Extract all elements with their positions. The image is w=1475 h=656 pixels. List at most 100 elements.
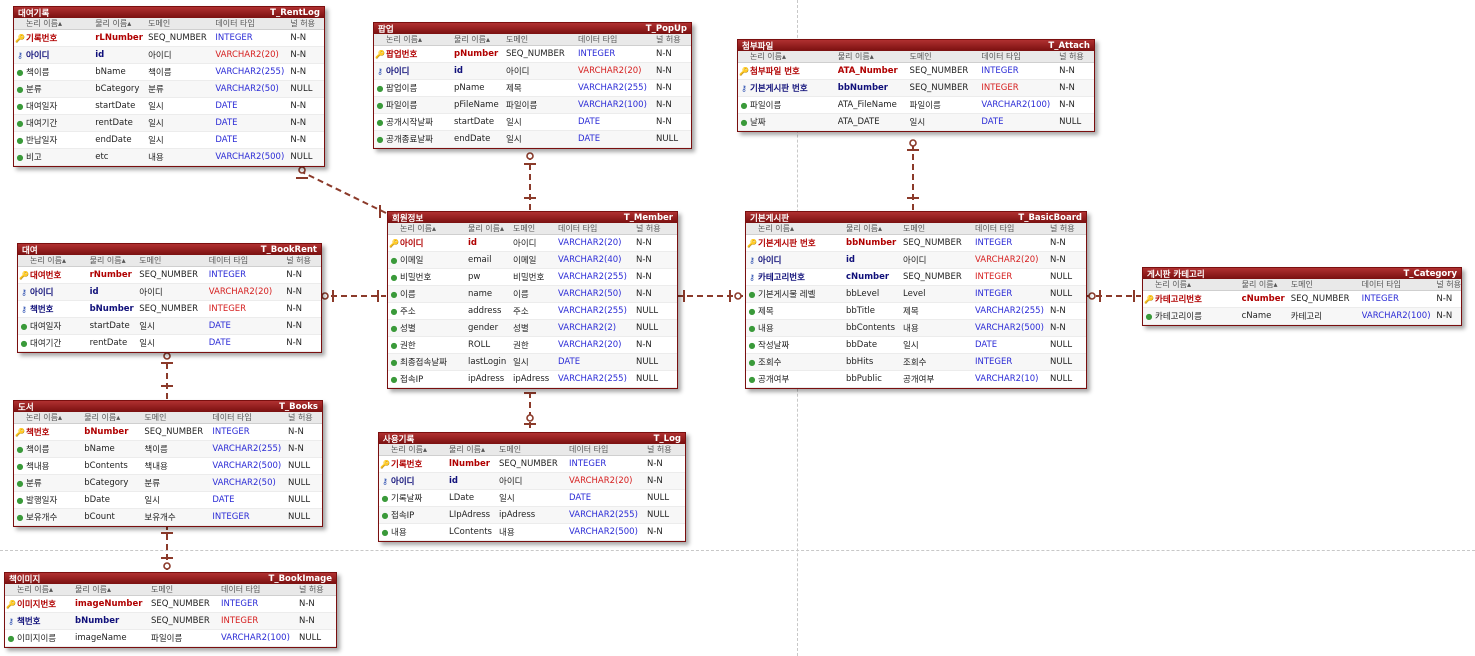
- attribute-row[interactable]: ⚷ 아이디 id 아이디 VARCHAR2(20) N-N: [746, 252, 1086, 269]
- attribute-row[interactable]: ● 기록날짜 LDate 일시 DATE NULL: [379, 490, 685, 507]
- entity-header[interactable]: 사용기록 T_Log: [379, 433, 685, 444]
- attribute-row[interactable]: ● 공개여부 bbPublic 공개여부 VARCHAR2(10) NULL: [746, 371, 1086, 388]
- attribute-row[interactable]: ● 대여일자 startDate 일시 DATE N-N: [14, 98, 324, 115]
- attribute-row[interactable]: ● 책내용 bContents 책내용 VARCHAR2(500) NULL: [14, 458, 322, 475]
- attribute-row[interactable]: ⚷ 책번호 bNumber SEQ_NUMBER INTEGER N-N: [5, 613, 336, 630]
- attribute-data-type: VARCHAR2(100): [578, 100, 647, 110]
- attribute-row[interactable]: 🔑 팝업번호 pNumber SEQ_NUMBER INTEGER N-N: [374, 46, 691, 63]
- attribute-row[interactable]: 🔑 기록번호 lNumber SEQ_NUMBER INTEGER N-N: [379, 456, 685, 473]
- column-header-logical: 논리 이름▴: [26, 413, 62, 422]
- entity-header[interactable]: 도서 T_Books: [14, 401, 322, 412]
- entity-books[interactable]: 도서 T_Books 논리 이름▴ 물리 이름▴ 도메인 데이터 타입 널 허용 🔑 책번호 bN…: [13, 400, 323, 527]
- attribute-row[interactable]: ● 성별 gender 성별 VARCHAR2(2) NULL: [388, 320, 677, 337]
- column-header-domain: 도메인: [909, 52, 932, 61]
- rel-member-rentlog[interactable]: [301, 171, 387, 214]
- attribute-row[interactable]: ● 접속IP LIpAdress ipAdress VARCHAR2(255) NULL: [379, 507, 685, 524]
- attribute-row[interactable]: ● 파일이름 ATA_FileName 파일이름 VARCHAR2(100) N-N: [738, 97, 1094, 114]
- attribute-row[interactable]: ● 접속IP ipAdress ipAdress VARCHAR2(255) NULL: [388, 371, 677, 388]
- entity-header[interactable]: 회원정보 T_Member: [388, 212, 677, 223]
- attribute-physical-name: bNumber: [84, 427, 129, 437]
- attribute-row[interactable]: ● 비밀번호 pw 비밀번호 VARCHAR2(255) N-N: [388, 269, 677, 286]
- attribute-row[interactable]: ● 책이름 bName 책이름 VARCHAR2(255) N-N: [14, 64, 324, 81]
- attribute-logical-name: 이름: [400, 290, 416, 300]
- attribute-nullable: N-N: [656, 49, 672, 59]
- attribute-row[interactable]: ● 팝업이름 pName 제목 VARCHAR2(255) N-N: [374, 80, 691, 97]
- attribute-row[interactable]: 🔑 아이디 id 아이디 VARCHAR2(20) N-N: [388, 235, 677, 252]
- entity-header[interactable]: 기본게시판 T_BasicBoard: [746, 212, 1086, 223]
- attribute-row[interactable]: ● 공개종료날짜 endDate 일시 DATE NULL: [374, 131, 691, 148]
- attribute-row[interactable]: 🔑 카테고리번호 cNumber SEQ_NUMBER INTEGER N-N: [1143, 291, 1461, 308]
- attribute-row[interactable]: ● 이메일 email 이메일 VARCHAR2(40) N-N: [388, 252, 677, 269]
- attribute-row[interactable]: ● 내용 bbContents 내용 VARCHAR2(500) N-N: [746, 320, 1086, 337]
- entity-header[interactable]: 팝업 T_PopUp: [374, 23, 691, 34]
- attribute-icon: ●: [376, 134, 384, 144]
- entity-rentlog[interactable]: 대여기록 T_RentLog 논리 이름▴ 물리 이름▴ 도메인 데이터 타입 널 허용 🔑 기…: [13, 6, 325, 167]
- attribute-physical-name: ROLL: [468, 340, 491, 350]
- attribute-row[interactable]: ● 이름 name 이름 VARCHAR2(50) N-N: [388, 286, 677, 303]
- entity-category[interactable]: 게시판 카테고리 T_Category 논리 이름▴ 물리 이름▴ 도메인 데이터 타입 널…: [1142, 267, 1462, 326]
- attribute-row[interactable]: ⚷ 아이디 id 아이디 VARCHAR2(20) N-N: [379, 473, 685, 490]
- attribute-row[interactable]: ● 이미지이름 imageName 파일이름 VARCHAR2(100) NULL: [5, 630, 336, 647]
- attribute-row[interactable]: ● 카테고리이름 cName 카테고리 VARCHAR2(100) N-N: [1143, 308, 1461, 325]
- entity-header[interactable]: 게시판 카테고리 T_Category: [1143, 268, 1461, 279]
- attribute-row[interactable]: ● 반납일자 endDate 일시 DATE N-N: [14, 132, 324, 149]
- entity-log[interactable]: 사용기록 T_Log 논리 이름▴ 물리 이름▴ 도메인 데이터 타입 널 허용 🔑 기록번호 l…: [378, 432, 686, 542]
- attribute-row[interactable]: ● 내용 LContents 내용 VARCHAR2(500) N-N: [379, 524, 685, 541]
- column-header-domain: 도메인: [151, 585, 174, 594]
- attribute-row[interactable]: ⚷ 아이디 id 아이디 VARCHAR2(20) N-N: [14, 47, 324, 64]
- attribute-row[interactable]: ● 비고 etc 내용 VARCHAR2(500) NULL: [14, 149, 324, 166]
- attribute-row[interactable]: ● 공개시작날짜 startDate 일시 DATE N-N: [374, 114, 691, 131]
- entity-header[interactable]: 책이미지 T_BookImage: [5, 573, 336, 584]
- attribute-row[interactable]: ● 주소 address 주소 VARCHAR2(255) NULL: [388, 303, 677, 320]
- attribute-row[interactable]: ● 대여기간 rentDate 일시 DATE N-N: [18, 335, 321, 352]
- attribute-row[interactable]: ● 책이름 bName 책이름 VARCHAR2(255) N-N: [14, 441, 322, 458]
- attribute-row[interactable]: ⚷ 아이디 id 아이디 VARCHAR2(20) N-N: [374, 63, 691, 80]
- attribute-row[interactable]: ● 발행일자 bDate 일시 DATE NULL: [14, 492, 322, 509]
- entity-attach[interactable]: 첨부파일 T_Attach 논리 이름▴ 물리 이름▴ 도메인 데이터 타입 널 허용 🔑 첨부…: [737, 39, 1095, 132]
- attribute-icon: ●: [740, 100, 748, 110]
- attribute-row[interactable]: ● 작성날짜 bbDate 일시 DATE NULL: [746, 337, 1086, 354]
- attribute-row[interactable]: ⚷ 아이디 id 아이디 VARCHAR2(20) N-N: [18, 284, 321, 301]
- entity-basicboard[interactable]: 기본게시판 T_BasicBoard 논리 이름▴ 물리 이름▴ 도메인 데이터 타입 널 …: [745, 211, 1087, 389]
- attribute-row[interactable]: ● 보유개수 bCount 보유개수 INTEGER NULL: [14, 509, 322, 526]
- attribute-row[interactable]: ● 대여일자 startDate 일시 DATE N-N: [18, 318, 321, 335]
- attribute-physical-name: ATA_DATE: [837, 117, 880, 127]
- entity-bookimage[interactable]: 책이미지 T_BookImage 논리 이름▴ 물리 이름▴ 도메인 데이터 타입 널 허용…: [4, 572, 337, 648]
- entity-member[interactable]: 회원정보 T_Member 논리 이름▴ 물리 이름▴ 도메인 데이터 타입 널 허용 🔑 아이…: [387, 211, 678, 389]
- entity-header[interactable]: 대여 T_BookRent: [18, 244, 321, 255]
- attribute-row[interactable]: ● 권한 ROLL 권한 VARCHAR2(20) N-N: [388, 337, 677, 354]
- attribute-logical-name: 기록번호: [391, 460, 423, 470]
- attribute-domain: 제목: [506, 84, 522, 94]
- attribute-row[interactable]: ● 날짜 ATA_DATE 일시 DATE NULL: [738, 114, 1094, 131]
- entity-header[interactable]: 첨부파일 T_Attach: [738, 40, 1094, 51]
- entity-bookrent[interactable]: 대여 T_BookRent 논리 이름▴ 물리 이름▴ 도메인 데이터 타입 널 허용 🔑 대여…: [17, 243, 322, 353]
- entity-header[interactable]: 대여기록 T_RentLog: [14, 7, 324, 18]
- attribute-row[interactable]: ● 최종접속날짜 lastLogin 일시 DATE NULL: [388, 354, 677, 371]
- entity-popup[interactable]: 팝업 T_PopUp 논리 이름▴ 물리 이름▴ 도메인 데이터 타입 널 허용 🔑 팝업번호 p…: [373, 22, 692, 149]
- attribute-icon: ●: [381, 510, 389, 520]
- attribute-row[interactable]: ● 파일이름 pFileName 파일이름 VARCHAR2(100) N-N: [374, 97, 691, 114]
- attribute-domain: SEQ_NUMBER: [151, 616, 210, 626]
- optional-many-marker: [321, 292, 329, 300]
- attribute-nullable: NULL: [290, 84, 313, 94]
- attribute-row[interactable]: ● 제목 bbTitle 제목 VARCHAR2(255) N-N: [746, 303, 1086, 320]
- attribute-row[interactable]: ⚷ 기본게시판 번호 bbNumber SEQ_NUMBER INTEGER N-N: [738, 80, 1094, 97]
- attribute-row[interactable]: ● 분류 bCategory 분류 VARCHAR2(50) NULL: [14, 475, 322, 492]
- attribute-icon: ●: [748, 340, 756, 350]
- attribute-row[interactable]: 🔑 책번호 bNumber SEQ_NUMBER INTEGER N-N: [14, 424, 322, 441]
- attribute-row[interactable]: 🔑 기본게시판 번호 bbNumber SEQ_NUMBER INTEGER N-N: [746, 235, 1086, 252]
- attribute-row[interactable]: ● 기본게시물 레벨 bbLevel Level INTEGER NULL: [746, 286, 1086, 303]
- attribute-row[interactable]: 🔑 이미지번호 imageNumber SEQ_NUMBER INTEGER N-N: [5, 596, 336, 613]
- attribute-row[interactable]: 🔑 대여번호 rNumber SEQ_NUMBER INTEGER N-N: [18, 267, 321, 284]
- attribute-row[interactable]: ⚷ 책번호 bNumber SEQ_NUMBER INTEGER N-N: [18, 301, 321, 318]
- attribute-row[interactable]: ● 분류 bCategory 분류 VARCHAR2(50) NULL: [14, 81, 324, 98]
- attribute-row[interactable]: 🔑 기록번호 rLNumber SEQ_NUMBER INTEGER N-N: [14, 30, 324, 47]
- attribute-icon: ●: [748, 289, 756, 299]
- attribute-row[interactable]: ● 조회수 bbHits 조회수 INTEGER NULL: [746, 354, 1086, 371]
- attribute-row[interactable]: ● 대여기간 rentDate 일시 DATE N-N: [14, 115, 324, 132]
- attribute-logical-name: 대여기간: [26, 119, 58, 129]
- attribute-data-type: INTEGER: [221, 616, 259, 626]
- attribute-row[interactable]: 🔑 첨부파일 번호 ATA_Number SEQ_NUMBER INTEGER N-N: [738, 63, 1094, 80]
- attribute-row[interactable]: ⚷ 카테고리번호 cNumber SEQ_NUMBER INTEGER NULL: [746, 269, 1086, 286]
- column-header-null: 널 허용: [647, 445, 672, 454]
